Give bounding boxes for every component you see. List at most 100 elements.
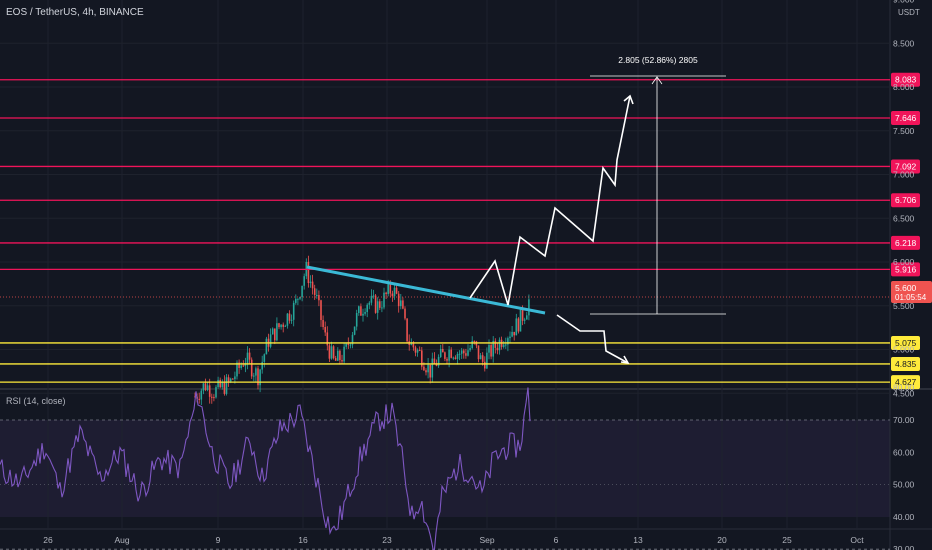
candle-body [227,377,230,382]
candle-body [297,298,299,300]
candle-body [416,349,419,353]
resistance-badge [891,159,920,174]
resistance-label: 8.083 [895,75,917,85]
candle-body [211,396,213,398]
time-axis-label: 20 [717,535,727,545]
candle-body [334,358,337,361]
candle-body [523,319,526,321]
candle-body [494,340,497,348]
candle-body [355,312,358,327]
candle-body [215,387,217,398]
candle-body [229,378,232,382]
candle-body [479,355,482,360]
candle-body [299,297,301,299]
candle-body [307,262,310,284]
candle-body [374,295,377,313]
candle-body [223,381,226,394]
candle-body [271,328,274,335]
candle-body [244,363,247,367]
rsi-band [0,420,890,517]
support-label: 5.075 [895,338,917,348]
candle-body [404,308,406,319]
candle-body [439,348,442,357]
candle-body [206,385,209,390]
rsi-layer [0,387,890,550]
candle-body [402,300,404,309]
candle-body [238,362,240,368]
time-axis-label: 13 [633,535,643,545]
horizontal-levels [0,79,890,383]
candle-body [515,318,518,336]
candle-body [330,346,333,359]
candle-body [246,352,249,364]
candle-body [385,292,387,294]
current-price-badge-bg [891,281,932,303]
price-pane[interactable] [0,0,890,388]
candle-body [362,313,364,316]
resistance-label: 7.646 [895,113,917,123]
candle-body [366,304,368,313]
support-badge [891,335,920,350]
candle-body [379,301,381,308]
trendline [306,265,546,315]
candle-body [511,331,513,337]
time-axis-label: 23 [382,535,392,545]
bullish-path [469,95,631,306]
candle-body [364,312,366,314]
candle-body [276,323,278,341]
candle-body [232,378,234,380]
resistance-badge [891,262,920,277]
rsi-axis-tick: 70.00 [893,415,915,425]
candle-body [332,346,335,359]
candle-body [328,345,331,359]
candle-body [261,361,263,370]
resistance-label: 6.706 [895,195,917,205]
bullish-arrowhead [623,94,634,105]
candle-body [519,309,522,332]
time-axis-label: 25 [782,535,792,545]
candle-body [425,370,427,373]
candle-body [274,328,276,341]
bearish-path [556,314,629,364]
candle-body [234,376,236,380]
candle-body [255,368,257,376]
candle-body [381,307,383,309]
rsi-axis-tick: 50.00 [893,480,915,490]
drawings-layer [306,75,726,365]
grid-lines [0,0,890,528]
candle-body [427,364,429,373]
candle-body [429,364,431,378]
candle-body [383,292,385,308]
candle-body [435,363,438,366]
candle-body [507,338,509,345]
candle-body [454,357,457,359]
rsi-pane[interactable] [0,390,890,528]
candle-body [204,383,207,390]
rsi-axis-tick: 40.00 [893,512,915,522]
candle-body [368,302,371,305]
candle-body [351,334,354,345]
candle-body [225,377,228,394]
candle-body [406,318,408,342]
candle-body [509,336,511,339]
candle-body [528,299,530,316]
candle-body [257,368,259,386]
candle-body [421,350,423,367]
time-axis-label: 26 [43,535,53,545]
candle-body [400,300,402,307]
candle-body [360,306,362,316]
resistance-label: 5.916 [895,264,917,274]
candle-body [213,397,215,399]
rsi-indicator-title[interactable]: RSI (14, close) [6,396,66,406]
candle-body [395,287,398,294]
candle-body [292,302,295,320]
candle-body [253,375,255,377]
candle-body [387,284,389,294]
current-price-badge: 5.600 01:05:54 [891,281,932,303]
symbol-title[interactable]: EOS / TetherUS, 4h, BINANCE [6,7,144,18]
candle-body [484,361,486,369]
candle-body [198,398,200,400]
candle-body [414,347,417,353]
candle-body [370,295,373,303]
